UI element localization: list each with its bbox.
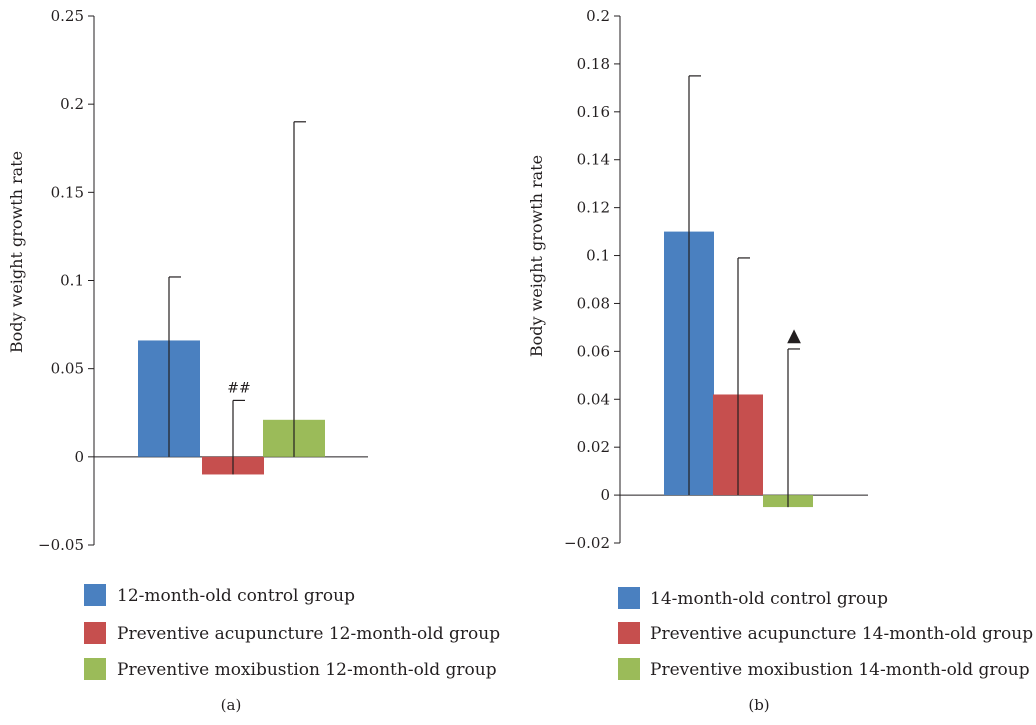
panel-b: −0.02 0 0.02 0.04 0.06 0.08 0.1 0.12 0.14 0.16 0.1… <box>527 7 1033 714</box>
legend-label-1: 12-month-old control group <box>117 586 355 606</box>
y-axis-label: Body weight growth rate <box>7 151 26 353</box>
y-tick-label: 0.2 <box>586 7 610 25</box>
panel-label: (b) <box>748 696 769 714</box>
y-axis-label: Body weight growth rate <box>527 155 546 357</box>
y-tick-label: 0.05 <box>51 360 84 378</box>
legend-swatch-3 <box>618 658 640 680</box>
legend-label-1: 14-month-old control group <box>650 589 888 609</box>
legend-swatch-1 <box>84 584 106 606</box>
y-tick-label: 0 <box>600 486 610 504</box>
y-tick-label: −0.05 <box>38 536 84 554</box>
significance-marker: ▲ <box>787 325 801 346</box>
y-tick-label: 0.02 <box>577 438 610 456</box>
y-tick-label: 0 <box>74 448 84 466</box>
y-tick-label: 0.14 <box>577 151 610 169</box>
legend-swatch-2 <box>84 622 106 644</box>
panel-label: (a) <box>221 696 242 714</box>
y-tick-label: −0.02 <box>564 534 610 552</box>
y-tick-label: 0.2 <box>60 95 84 113</box>
legend-label-3: Preventive moxibustion 12-month-old grou… <box>117 660 497 680</box>
legend-swatch-3 <box>84 658 106 680</box>
y-tick-label: 0.06 <box>577 342 610 360</box>
y-tick-label: 0.04 <box>577 390 610 408</box>
y-tick-label: 0.08 <box>577 294 610 312</box>
y-tick-label: 0.1 <box>586 247 610 265</box>
y-tick-label: 0.12 <box>577 199 610 217</box>
y-tick-label: 0.25 <box>51 7 84 25</box>
legend-swatch-2 <box>618 622 640 644</box>
legend-label-3: Preventive moxibustion 14-month-old grou… <box>650 660 1030 680</box>
panel-a: −0.05 0 0.05 0.1 0.15 0.2 0.25 ## Body weight gr… <box>7 7 500 714</box>
y-tick-label: 0.15 <box>51 183 84 201</box>
y-tick-label: 0.18 <box>577 55 610 73</box>
legend-label-2: Preventive acupuncture 12-month-old grou… <box>117 624 500 644</box>
legend-swatch-1 <box>618 587 640 609</box>
y-tick-label: 0.1 <box>60 272 84 290</box>
significance-marker: ## <box>227 380 250 396</box>
y-tick-label: 0.16 <box>577 103 610 121</box>
legend-label-2: Preventive acupuncture 14-month-old grou… <box>650 624 1033 644</box>
